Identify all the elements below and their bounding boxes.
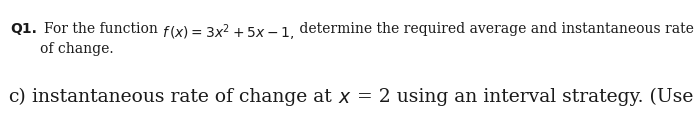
Text: For the function: For the function [37, 22, 162, 36]
Text: instantaneous rate of change at: instantaneous rate of change at [26, 88, 337, 106]
Text: determine the required average and instantaneous rates: determine the required average and insta… [294, 22, 694, 36]
Text: $f\,(x) = 3x^2 + 5x - 1,$: $f\,(x) = 3x^2 + 5x - 1,$ [162, 22, 294, 43]
Text: Q1.: Q1. [10, 22, 37, 36]
Text: $x$: $x$ [337, 88, 351, 107]
Text: c): c) [8, 88, 26, 106]
Text: of change.: of change. [40, 42, 114, 56]
Text: = 2 using an interval strategy. (Use: = 2 using an interval strategy. (Use [351, 88, 694, 106]
